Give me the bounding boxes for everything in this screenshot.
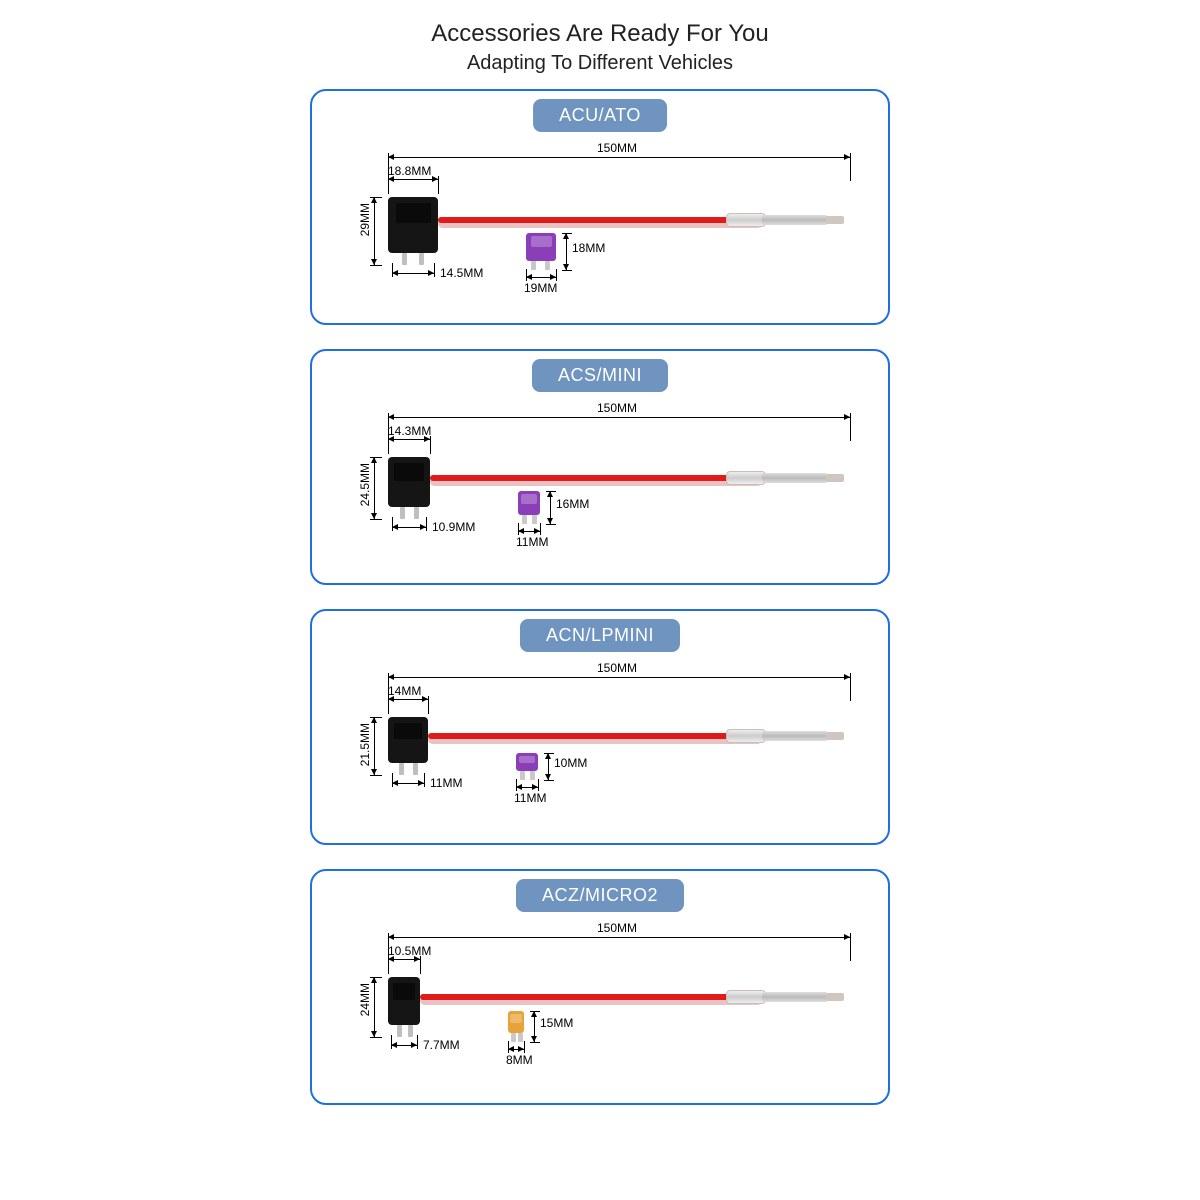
ferrule (726, 471, 766, 485)
terminal-tip (826, 474, 844, 482)
diagram: 150MM 10.5MM 24MM 7.7MM 15MM 8MM (348, 923, 852, 1087)
dim-total-length: 150MM (597, 401, 637, 415)
dim-line-tap-bottom (392, 783, 424, 784)
dim-line-tap-bottom (391, 1045, 417, 1046)
dim-line-tap-h (374, 717, 375, 775)
dim-tap-h: 24MM (358, 983, 372, 1016)
dim-line-fuse-w (526, 277, 556, 278)
dim-line-total (388, 417, 850, 418)
fuse-tap (388, 457, 430, 507)
tap-prong (408, 1025, 413, 1037)
page-subtitle: Adapting To Different Vehicles (310, 52, 890, 75)
panel-acu-ato: ACU/ATO 150MM 18.8MM 29MM 14.5MM 18MM 19MM (310, 89, 890, 325)
panel-acn-lpmini: ACN/LPMINI 150MM 14MM 21.5MM 11MM 10MM 11MM (310, 609, 890, 845)
dim-line-fuse-w (516, 787, 538, 788)
tap-prong (414, 507, 419, 519)
ferrule (726, 213, 766, 227)
dim-line-tap-h (374, 457, 375, 519)
blade-fuse (518, 491, 540, 515)
dim-tap-bottom-w: 11MM (430, 776, 462, 790)
blade-fuse (516, 753, 538, 771)
crimp-terminal (762, 992, 828, 1002)
dim-line-tap-top (388, 959, 420, 960)
dim-line-fuse-h (566, 233, 567, 270)
dim-fuse-w: 11MM (516, 535, 548, 549)
dim-tap-top-w: 14MM (388, 684, 421, 698)
tap-prong (402, 253, 407, 265)
dim-line-tap-top (388, 439, 430, 440)
dim-tap-top-w: 10.5MM (388, 944, 431, 958)
dim-line-tap-top (388, 699, 428, 700)
ferrule (726, 729, 766, 743)
dim-line-total (388, 937, 850, 938)
tap-prong (399, 763, 404, 775)
panel-label: ACN/LPMINI (520, 619, 680, 652)
ferrule (726, 990, 766, 1004)
terminal-tip (826, 216, 844, 224)
panel-label: ACU/ATO (533, 99, 667, 132)
cable (438, 217, 762, 223)
dim-tap-top-w: 14.3MM (388, 424, 431, 438)
dim-line-tap-bottom (392, 527, 426, 528)
dim-line-fuse-h (534, 1011, 535, 1042)
dim-line-fuse-h (548, 753, 549, 780)
dim-fuse-h: 15MM (540, 1016, 573, 1030)
cable (420, 994, 762, 1000)
tap-prong (413, 763, 418, 775)
dim-fuse-h: 16MM (556, 497, 589, 511)
panel-acs-mini: ACS/MINI 150MM 14.3MM 24.5MM 10.9MM 16MM 11MM (310, 349, 890, 585)
fuse-tap (388, 977, 420, 1025)
dim-line-tap-top (388, 179, 438, 180)
tap-prong (419, 253, 424, 265)
dim-fuse-h: 10MM (554, 756, 587, 770)
dim-total-length: 150MM (597, 921, 637, 935)
page-title: Accessories Are Ready For You (310, 20, 890, 48)
tap-prong (400, 507, 405, 519)
diagram: 150MM 14MM 21.5MM 11MM 10MM 11MM (348, 663, 852, 827)
tap-prong (397, 1025, 402, 1037)
dim-line-total (388, 677, 850, 678)
fuse-tap (388, 717, 428, 763)
dim-tap-h: 24.5MM (358, 463, 372, 506)
dim-tap-h: 21.5MM (358, 723, 372, 766)
dim-line-tap-bottom (392, 273, 434, 274)
dim-line-fuse-w (508, 1049, 524, 1050)
crimp-terminal (762, 473, 828, 483)
dim-tap-top-w: 18.8MM (388, 164, 431, 178)
terminal-tip (826, 732, 844, 740)
dim-tap-bottom-w: 14.5MM (440, 266, 483, 280)
dim-fuse-h: 18MM (572, 241, 605, 255)
dim-tap-bottom-w: 10.9MM (432, 520, 475, 534)
cable (430, 475, 762, 481)
crimp-terminal (762, 731, 828, 741)
dim-line-fuse-w (518, 531, 540, 532)
panel-label: ACZ/MICRO2 (516, 879, 684, 912)
panel-acz-micro2: ACZ/MICRO2 150MM 10.5MM 24MM 7.7MM 15MM 8MM (310, 869, 890, 1105)
dim-line-total (388, 157, 850, 158)
blade-fuse (508, 1011, 524, 1033)
dim-total-length: 150MM (597, 661, 637, 675)
cable (428, 733, 762, 739)
dim-line-tap-h (374, 977, 375, 1037)
dim-line-tap-h (374, 197, 375, 265)
diagram: 150MM 18.8MM 29MM 14.5MM 18MM 19MM (348, 143, 852, 307)
dim-fuse-w: 19MM (524, 281, 557, 295)
dim-tap-h: 29MM (358, 203, 372, 236)
diagram: 150MM 14.3MM 24.5MM 10.9MM 16MM 11MM (348, 403, 852, 567)
crimp-terminal (762, 215, 828, 225)
fuse-tap (388, 197, 438, 253)
terminal-tip (826, 993, 844, 1001)
panel-label: ACS/MINI (532, 359, 668, 392)
dim-fuse-w: 8MM (506, 1053, 533, 1067)
dim-total-length: 150MM (597, 141, 637, 155)
dim-fuse-w: 11MM (514, 791, 546, 805)
dim-tap-bottom-w: 7.7MM (423, 1038, 460, 1052)
blade-fuse (526, 233, 556, 261)
dim-line-fuse-h (550, 491, 551, 524)
infographic-container: Accessories Are Ready For You Adapting T… (310, 20, 890, 1129)
